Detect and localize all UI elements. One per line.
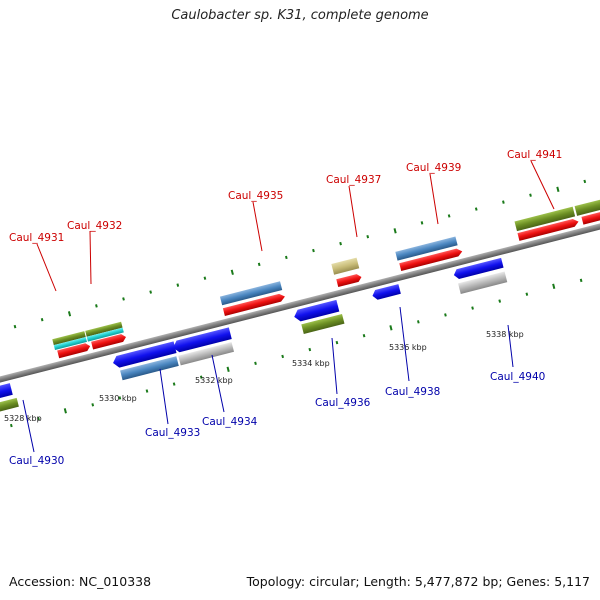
tick-label: 5334 kbp [292,359,330,368]
cds-4940 [453,257,504,279]
cds-4939 [399,248,463,272]
gene-4937 [331,257,360,275]
top-gene-labels: Caul_4931 Caul_4932 Caul_4935 Caul_4937 … [9,149,562,292]
gene-label-top: Caul_4939 [406,162,461,174]
gene-4932-cyan [86,327,124,342]
gene-4930 [0,397,19,418]
tick-label: 5338 kbp [486,330,524,339]
tick-label: 5328 kbp [4,414,42,423]
reverse-cds-track [0,257,504,405]
gene-label-top: Caul_4937 [326,174,381,186]
cds-4935 [222,293,285,316]
gene-4931-olive [52,331,86,346]
gene-4934 [178,342,235,366]
bottom-track-dots [9,278,583,428]
gene-4931-cyan [53,336,87,350]
genome-backbone [0,211,600,390]
gene-4932-olive [85,321,123,337]
cds-4931 [57,343,91,359]
cds-4933 [113,341,177,368]
forward-gene-track [52,193,600,350]
gene-4936 [301,313,345,335]
tick-labels: 5328 kbp 5330 kbp 5332 kbp 5334 kbp 5336… [4,330,524,423]
gene-label-top: Caul_4935 [228,190,283,202]
gene-4935 [219,281,283,306]
gene-4940 [458,271,508,295]
cds-4936 [294,299,340,322]
map-title: Caulobacter sp. K31, complete genome [171,8,429,23]
gene-4941 [514,206,576,232]
top-track-dots [13,179,587,329]
gene-label-top: Caul_4931 [9,232,64,244]
gene-label-bottom: Caul_4938 [385,386,440,398]
accession-text: Accession: NC_010338 [9,574,152,589]
forward-cds-track [57,205,600,359]
gene-label-bottom: Caul_4936 [315,397,371,409]
cds-4930 [0,383,13,405]
gene-label-bottom: Caul_4934 [202,416,258,428]
cds-4934 [173,327,232,353]
gene-4941b [574,193,600,216]
cds-4938 [372,284,401,300]
gene-label-bottom: Caul_4940 [490,371,545,383]
cds-4932 [91,334,127,350]
cds-4937 [336,274,362,288]
gene-4939 [395,236,458,261]
bottom-gene-labels: Caul_4930 Caul_4933 Caul_4934 Caul_4936 … [9,306,545,467]
gene-label-bottom: Caul_4933 [145,427,200,439]
tick-label: 5336 kbp [389,343,427,352]
gene-label-top: Caul_4941 [507,149,562,161]
tick-label: 5332 kbp [195,376,233,385]
cds-4941 [517,219,579,241]
gene-4933 [120,356,179,381]
map-frame [0,179,600,428]
cds-4942 [581,205,600,225]
gene-label-bottom: Caul_4930 [9,455,64,467]
genome-stats-text: Topology: circular; Length: 5,477,872 bp… [246,574,590,589]
gene-label-top: Caul_4932 [67,220,122,232]
tick-label: 5330 kbp [99,394,137,403]
reverse-gene-track [0,271,508,418]
